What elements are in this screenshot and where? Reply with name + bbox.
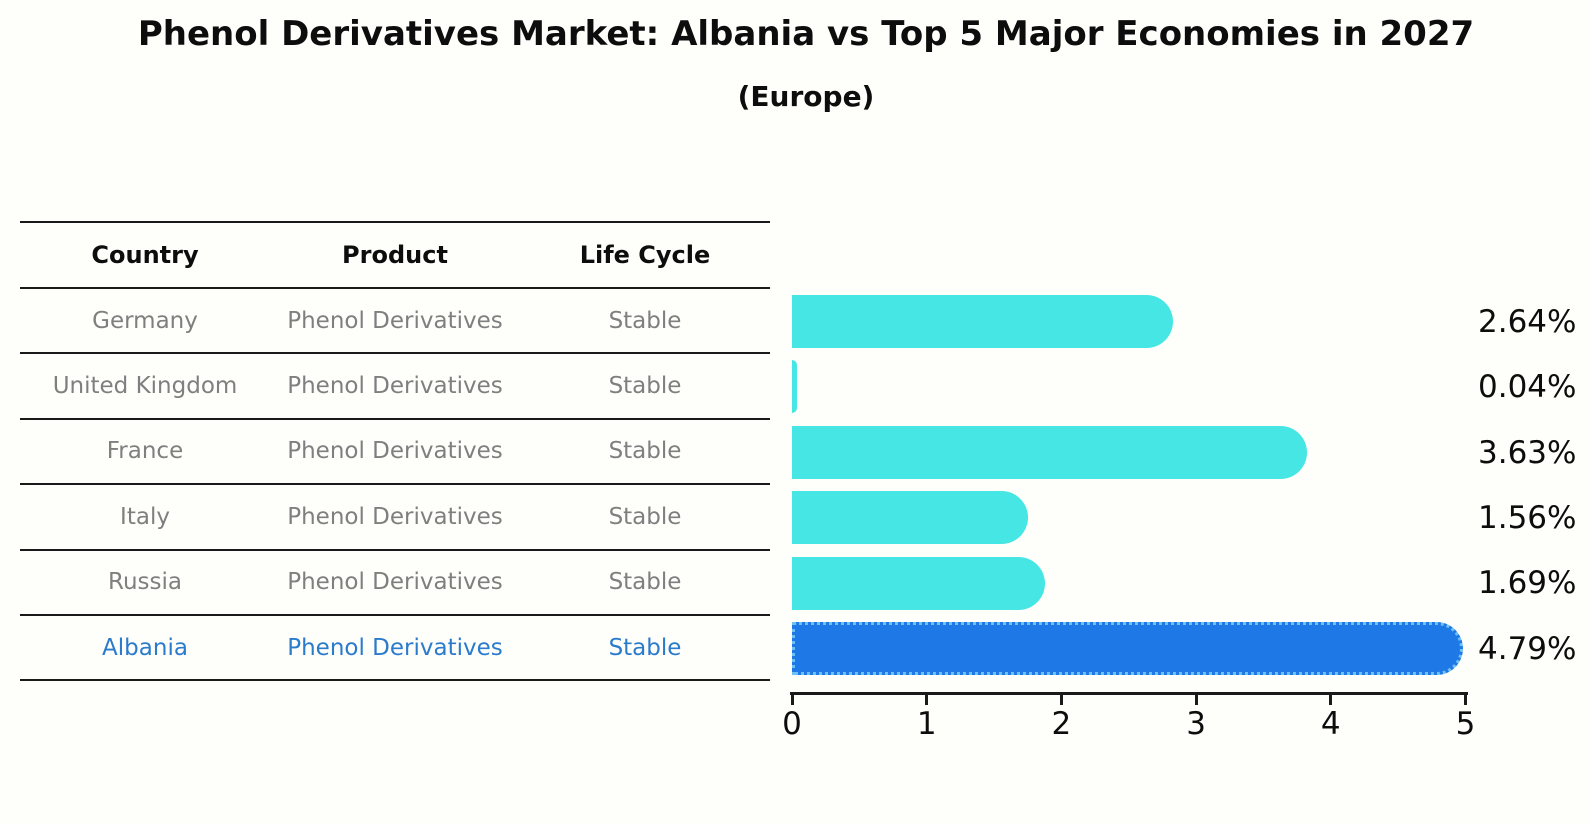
- bar-italy: [792, 491, 1028, 545]
- x-axis-tick-0: [790, 695, 794, 705]
- cell-life-cycle: Stable: [608, 373, 682, 400]
- bar-chart-plot-area: [792, 289, 1465, 681]
- x-axis-tick-4: [1329, 695, 1333, 705]
- table-row: Russia Phenol Derivatives Stable: [20, 550, 770, 615]
- bar-value-label-italy: 1.56%: [1478, 499, 1577, 536]
- x-axis-tick-label-3: 3: [1186, 706, 1206, 742]
- x-axis-tick-label-0: 0: [782, 706, 802, 742]
- cell-country: France: [106, 438, 184, 465]
- bar-united-kingdom: [792, 360, 798, 414]
- bar-germany: [792, 295, 1174, 348]
- x-axis-tick-label-5: 5: [1455, 706, 1476, 742]
- cell-life-cycle: Stable: [608, 569, 682, 596]
- cell-product: Phenol Derivatives: [287, 307, 503, 334]
- bar-value-label-germany: 2.64%: [1478, 303, 1577, 340]
- cell-country: United Kingdom: [52, 373, 238, 400]
- bar-albania: [792, 622, 1463, 675]
- cell-country: Italy: [120, 503, 170, 530]
- bar-russia: [792, 556, 1046, 610]
- x-axis-tick-3: [1194, 695, 1198, 705]
- cell-life-cycle: Stable: [608, 634, 682, 661]
- bar-value-label-united-kingdom: 0.04%: [1478, 369, 1577, 406]
- chart-subtitle: (Europe): [737, 80, 875, 113]
- x-axis-tick-label-2: 2: [1051, 706, 1072, 742]
- bar-value-label-russia: 1.69%: [1478, 565, 1577, 602]
- x-axis-tick-5: [1464, 695, 1467, 705]
- cell-product: Phenol Derivatives: [287, 438, 503, 465]
- cell-life-cycle: Stable: [608, 438, 682, 465]
- bar-france: [792, 425, 1307, 479]
- country-table: Country Product Life Cycle Germany Pheno…: [20, 221, 770, 681]
- table-row: United Kingdom Phenol Derivatives Stable: [20, 353, 770, 419]
- cell-product: Phenol Derivatives: [287, 634, 503, 661]
- x-axis-tick-label-4: 4: [1320, 706, 1341, 742]
- bar-value-label-albania: 4.79%: [1478, 630, 1577, 667]
- cell-country: Albania: [102, 634, 188, 661]
- x-axis-tick-1: [925, 695, 929, 705]
- cell-country: Russia: [108, 569, 182, 596]
- x-axis-line: [790, 692, 1468, 695]
- col-header-country: Country: [91, 241, 199, 269]
- cell-product: Phenol Derivatives: [287, 503, 503, 530]
- table-row: France Phenol Derivatives Stable: [20, 419, 770, 485]
- table-header-row: Country Product Life Cycle: [20, 222, 770, 288]
- bar-value-label-france: 3.63%: [1478, 434, 1577, 471]
- col-header-product: Product: [342, 241, 448, 269]
- chart-title: Phenol Derivatives Market: Albania vs To…: [137, 14, 1475, 54]
- cell-life-cycle: Stable: [608, 307, 682, 334]
- cell-country: Germany: [92, 307, 198, 334]
- table-row: Italy Phenol Derivatives Stable: [20, 484, 770, 550]
- x-axis-tick-label-1: 1: [916, 706, 937, 742]
- table-row: Albania Phenol Derivatives Stable: [20, 615, 770, 681]
- cell-product: Phenol Derivatives: [287, 373, 503, 400]
- cell-life-cycle: Stable: [608, 503, 682, 530]
- table-row: Germany Phenol Derivatives Stable: [20, 288, 770, 354]
- x-axis-tick-2: [1059, 695, 1063, 705]
- col-header-life-cycle: Life Cycle: [579, 241, 711, 269]
- cell-product: Phenol Derivatives: [287, 569, 503, 596]
